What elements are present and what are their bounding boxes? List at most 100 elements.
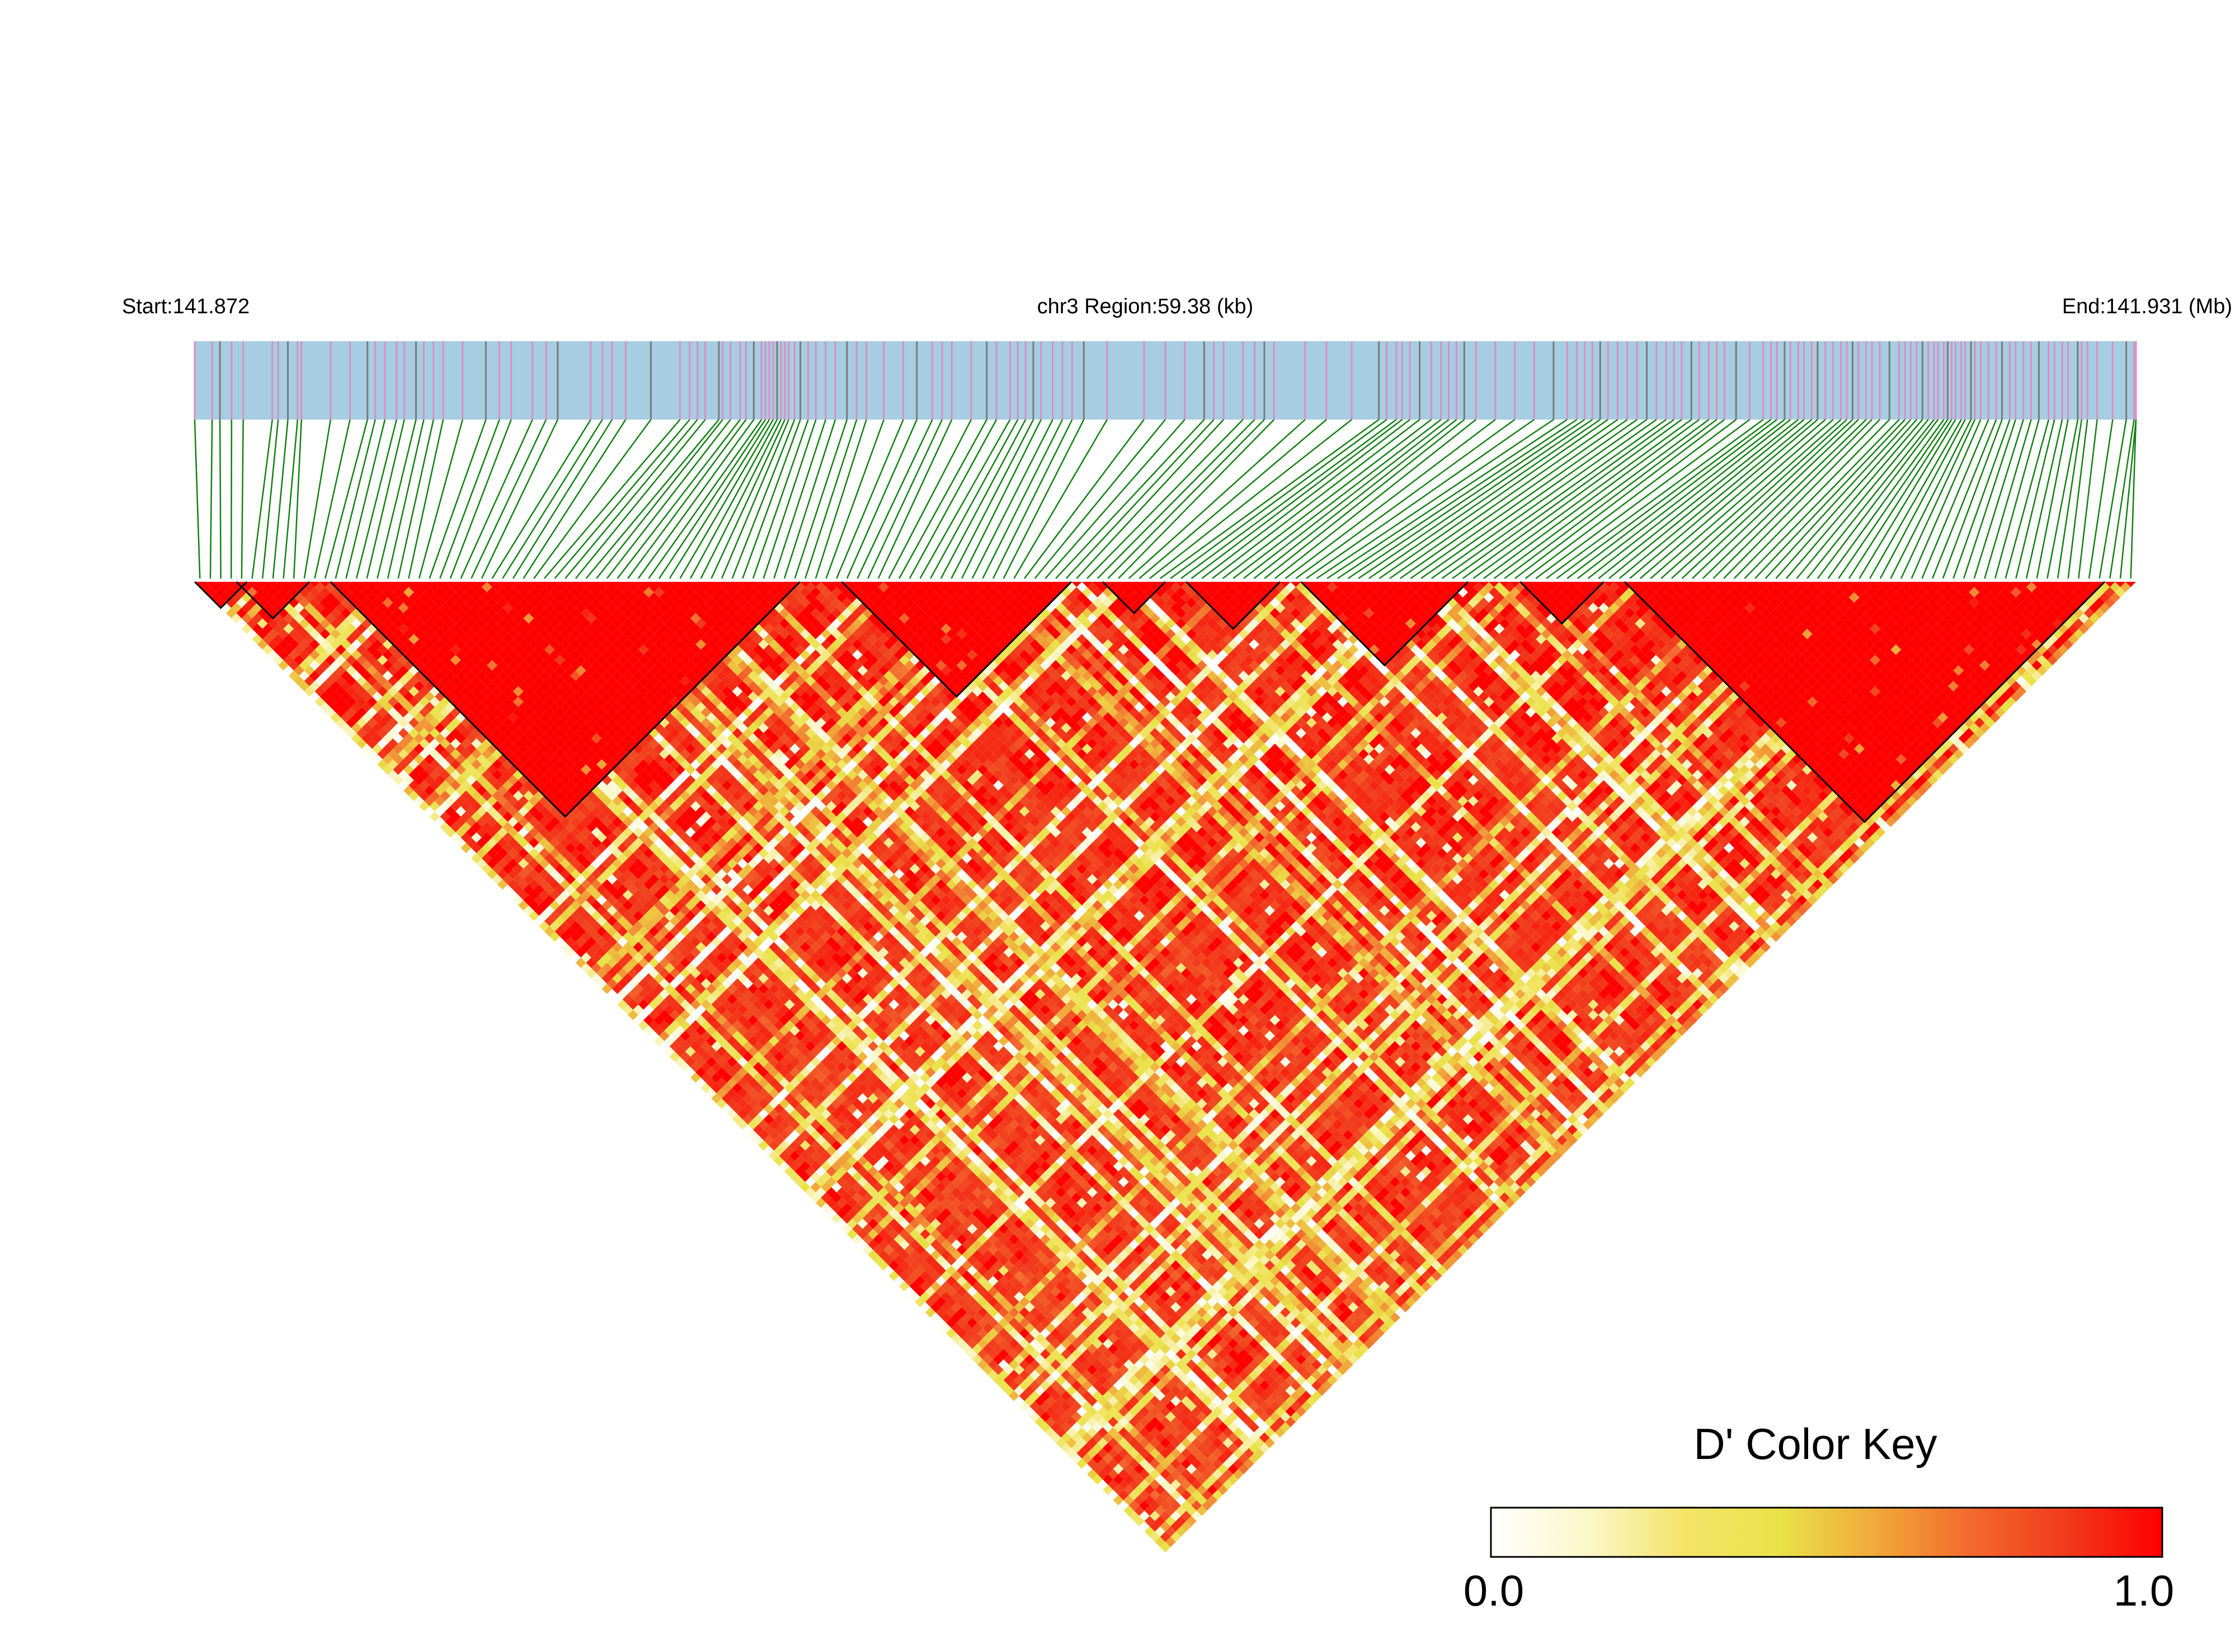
ld-cell: [372, 754, 383, 765]
snp-connector: [1284, 419, 1496, 579]
ld-cell: [784, 1156, 795, 1166]
ld-cell: [685, 983, 696, 994]
ld-cell: [419, 696, 430, 707]
ld-cell: [393, 702, 404, 713]
ld-cell: [403, 712, 414, 723]
ld-cell: [382, 681, 393, 691]
ld-cell: [460, 832, 472, 843]
ld-cell: [476, 858, 487, 869]
ld-cell: [314, 665, 326, 676]
snp-connector: [1973, 419, 2024, 579]
ld-cell: [643, 921, 654, 931]
ld-cell: [987, 1276, 999, 1287]
ld-cell: [534, 853, 544, 864]
ld-cell: [596, 895, 607, 906]
ld-cell: [1034, 1343, 1046, 1354]
ld-cell: [460, 843, 472, 854]
snp-connector: [554, 419, 690, 579]
ld-cell: [518, 848, 529, 859]
ld-cell: [946, 1234, 957, 1245]
ld-cell: [940, 1260, 952, 1271]
ld-cell: [335, 644, 346, 655]
ld-cell: [1134, 1474, 1145, 1485]
ld-cell: [1045, 1406, 1056, 1417]
ld-cell: [753, 1124, 764, 1135]
ld-cell: [1071, 1453, 1082, 1464]
ld-cell: [1029, 1359, 1041, 1370]
ld-cell: [502, 822, 514, 832]
snp-connector: [637, 419, 755, 579]
snp-connector: [992, 419, 1073, 579]
ld-cell: [460, 801, 472, 812]
ld-cell: [267, 597, 279, 608]
ld-cell: [899, 1197, 910, 1208]
ld-cell: [445, 764, 456, 775]
snp-connector: [940, 419, 1027, 579]
ld-cell: [429, 811, 440, 822]
ld-cell: [314, 592, 326, 603]
ld-cell: [482, 822, 492, 832]
snp-connector: [1107, 419, 1265, 579]
ld-cell: [810, 1119, 821, 1130]
snp-connector: [1003, 419, 1085, 579]
ld-cell: [883, 1234, 894, 1245]
ld-cell: [596, 978, 607, 989]
ld-cell: [1139, 1479, 1150, 1490]
ld-cell: [993, 1343, 1004, 1354]
ld-cell: [821, 1192, 832, 1203]
snp-connector: [617, 419, 741, 579]
snp-connector: [1890, 419, 1972, 579]
ld-cell: [841, 1213, 853, 1224]
ld-cell: [539, 827, 550, 838]
ld-cell: [1139, 1469, 1150, 1480]
ld-cell: [497, 837, 508, 848]
ld-cell: [1076, 1385, 1088, 1396]
ld-cell: [1076, 1437, 1088, 1448]
ld-cell: [659, 1041, 670, 1052]
snp-connector: [888, 419, 972, 579]
snp-connector: [877, 419, 953, 579]
snp-connector: [491, 419, 591, 579]
ld-cell: [487, 848, 498, 859]
snp-connector: [1775, 419, 1917, 579]
ld-cell: [643, 994, 654, 1005]
ld-cell: [1150, 1510, 1160, 1522]
snp-connector: [606, 419, 731, 579]
ld-cell: [841, 1203, 853, 1213]
ld-cell: [1128, 1458, 1140, 1469]
snp-connector: [377, 419, 417, 579]
ld-cell: [904, 1182, 915, 1193]
ld-cell: [1061, 1369, 1072, 1381]
ld-cell: [435, 764, 445, 775]
snp-connector: [1462, 418, 1682, 580]
ld-cell: [1134, 1484, 1145, 1495]
ld-cell: [372, 649, 383, 660]
ld-cell: [215, 587, 226, 597]
ld-cell: [1118, 1458, 1129, 1469]
snp-connector: [449, 419, 512, 579]
ld-cell: [299, 597, 310, 608]
ld-cell: [1076, 1396, 1088, 1406]
ld-cell: [507, 796, 519, 807]
ld-cell: [1040, 1328, 1051, 1339]
ld-cell: [586, 905, 597, 916]
snp-connector: [1452, 418, 1674, 580]
ld-cell: [1103, 1422, 1113, 1433]
ld-cell: [1186, 1484, 1197, 1495]
ld-cells: [195, 582, 2136, 1552]
ld-cell: [236, 618, 247, 629]
ld-cell: [440, 801, 451, 812]
ld-cell: [476, 816, 487, 827]
ld-cell: [904, 1223, 915, 1234]
ld-cell: [742, 1030, 754, 1041]
ld-cell: [1103, 1453, 1113, 1464]
ld-cell: [1087, 1406, 1098, 1417]
ld-cell: [763, 1103, 774, 1114]
ld-cell: [330, 608, 341, 619]
ld-cell: [841, 1192, 853, 1203]
ld-cell: [314, 634, 326, 644]
ld-cell: [1118, 1490, 1129, 1500]
ld-cell: [419, 707, 430, 718]
ld-cell: [1040, 1411, 1051, 1422]
snp-connector: [470, 419, 547, 579]
